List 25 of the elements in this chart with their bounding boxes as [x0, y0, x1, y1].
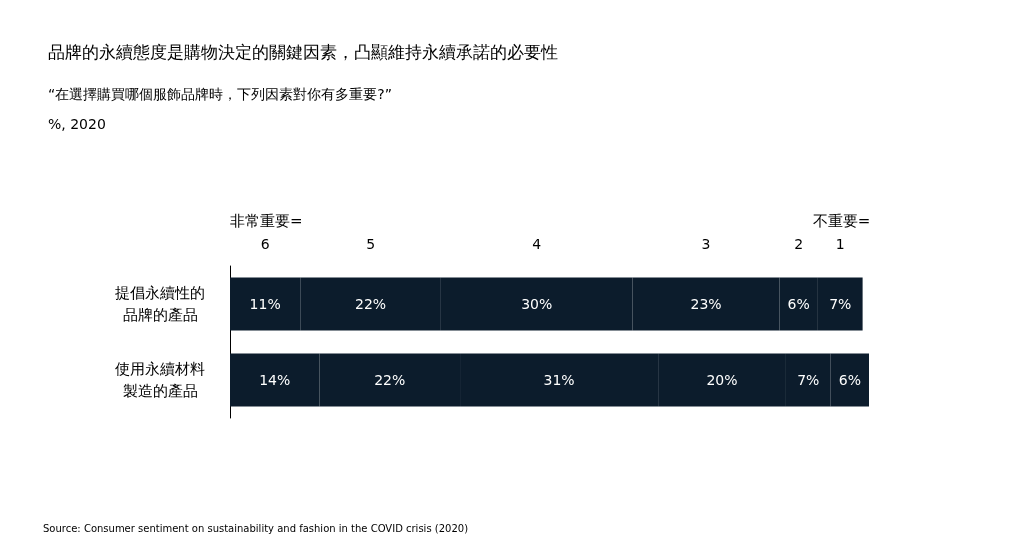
series-label: 5: [366, 236, 376, 252]
data-label: 7%: [829, 296, 852, 312]
data-label: 7%: [797, 372, 820, 388]
data-label: 22%: [355, 296, 387, 312]
y-tick-label: 提倡永續性的品牌的產品: [115, 284, 205, 324]
y-tick-label: 使用永續材料製造的產品: [115, 360, 205, 400]
text: 不重要=: [812, 212, 871, 230]
data-label: 30%: [521, 296, 553, 312]
chart-subtitle: “在選擇購買哪個服飾品牌時，下列因素對你有多重要?” %, 2020: [48, 86, 392, 132]
source-note: Source: Consumer sentiment on sustainability and fashion in the COVID crisis (2020): [43, 522, 469, 534]
series-label: 3: [701, 236, 711, 252]
chart-title: 品牌的永續態度是購物決定的關鍵因素，凸顯維持永續承諾的必要性: [48, 41, 558, 62]
data-label: 6%: [838, 372, 861, 388]
text: 非常重要=: [230, 212, 303, 230]
data-label: 20%: [706, 372, 738, 388]
data-label: 11%: [249, 296, 281, 312]
data-label: 22%: [374, 372, 406, 388]
series-label: 6: [260, 236, 270, 252]
series-label: 4: [532, 236, 542, 252]
data-label: 23%: [690, 296, 722, 312]
data-label: 6%: [787, 296, 810, 312]
series-label: 1: [835, 236, 845, 252]
data-label: 14%: [259, 372, 291, 388]
series-label: 2: [794, 236, 804, 252]
data-label: 31%: [543, 372, 575, 388]
